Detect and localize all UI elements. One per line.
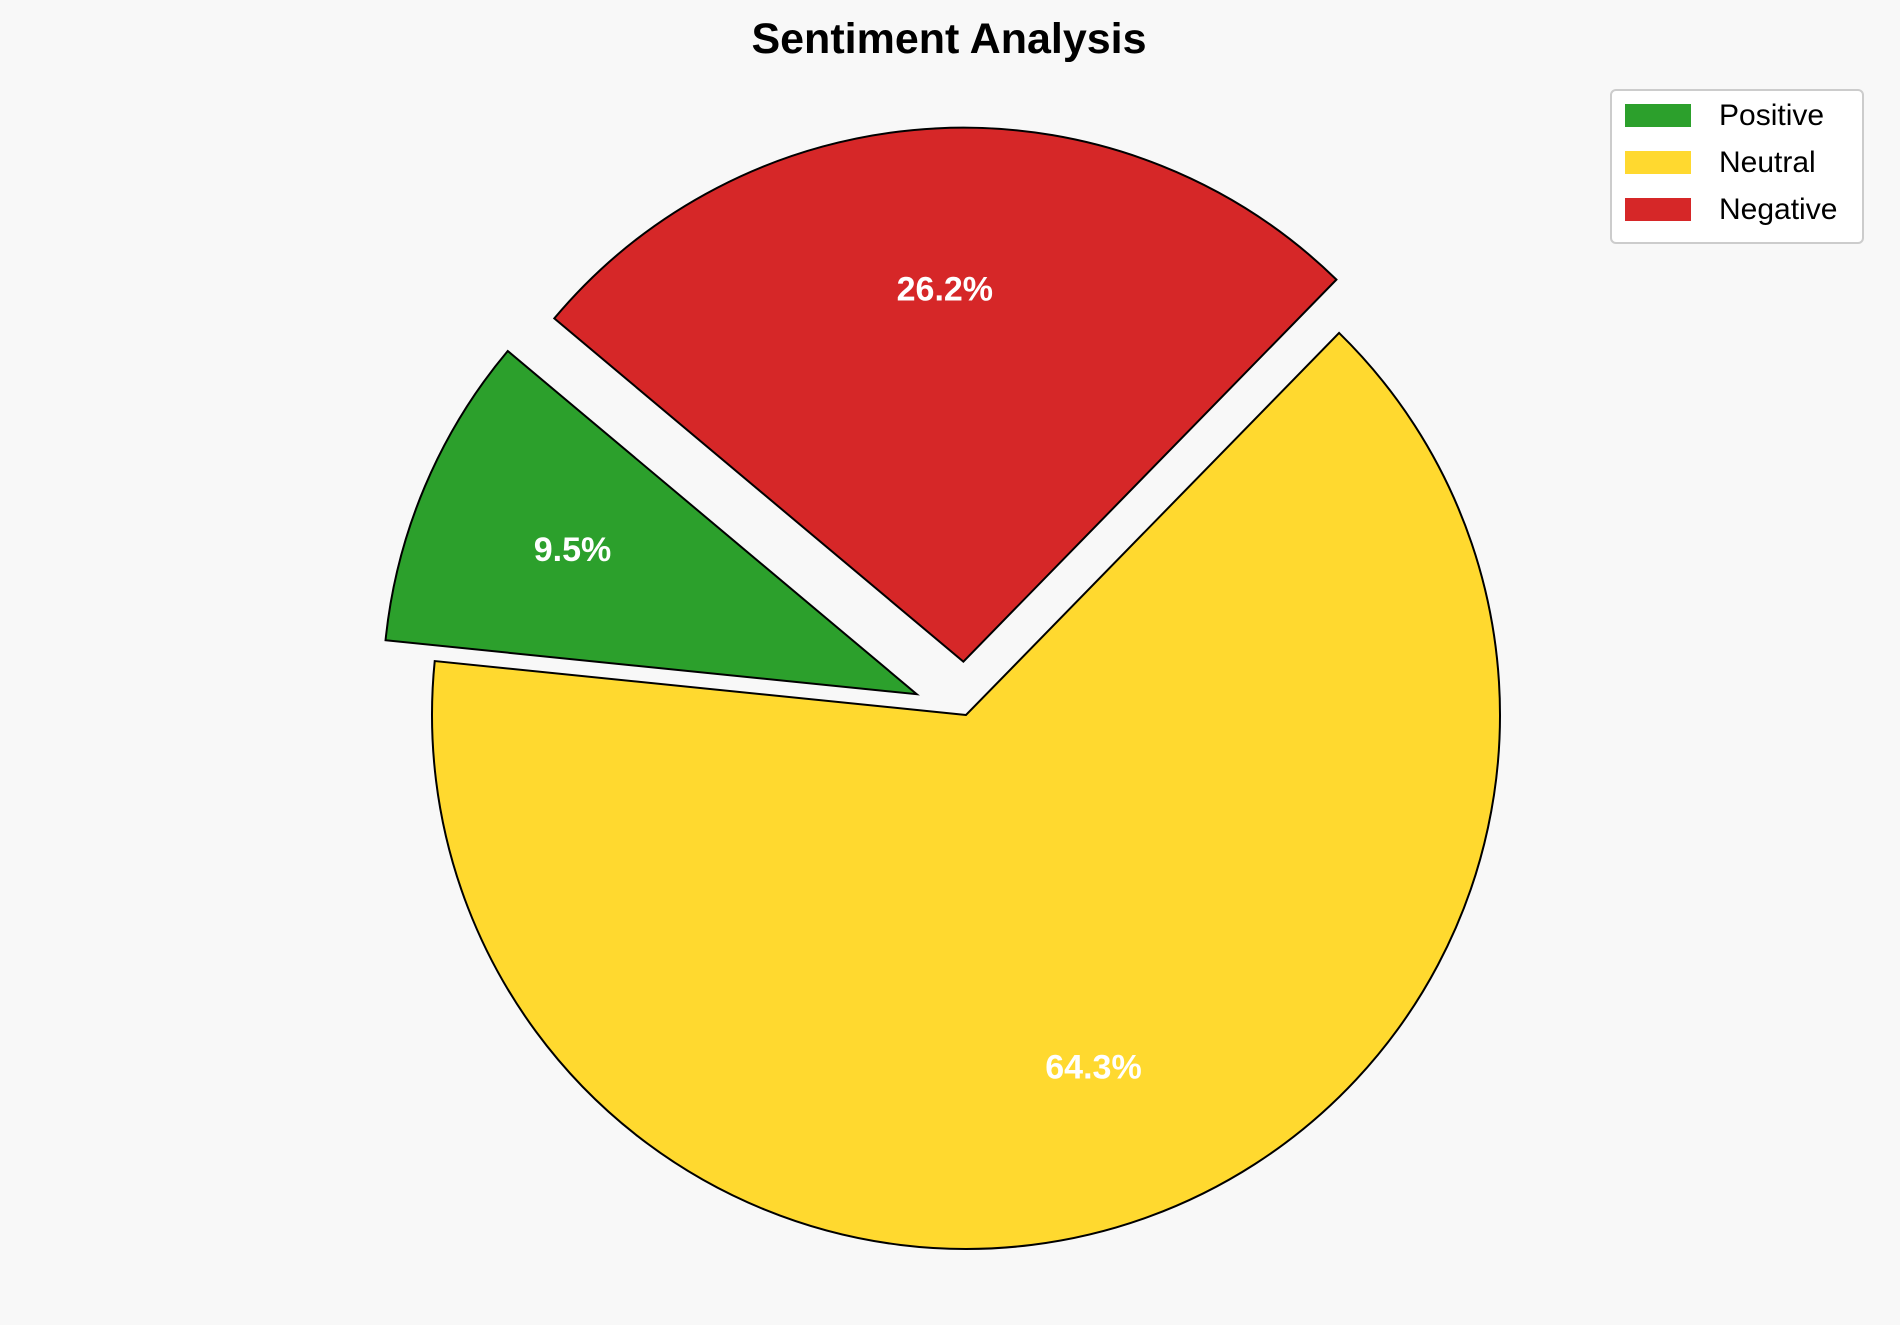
legend-label-positive: Positive: [1719, 99, 1824, 132]
legend: Positive Neutral Negative: [1610, 89, 1864, 244]
pct-label-negative: 26.2%: [897, 270, 993, 308]
legend-swatch-negative: [1625, 198, 1691, 221]
pie-slice-neutral: [431, 331, 1501, 1250]
pct-label-positive: 9.5%: [534, 531, 612, 569]
pct-label-neutral: 64.3%: [1045, 1048, 1141, 1086]
legend-swatch-positive: [1625, 104, 1691, 127]
chart-title: Sentiment Analysis: [751, 15, 1146, 63]
pie-slice-positive: [384, 349, 920, 696]
legend-label-neutral: Neutral: [1719, 146, 1816, 179]
legend-label-negative: Negative: [1719, 193, 1837, 226]
pie-slice-negative: [552, 126, 1338, 664]
legend-swatch-neutral: [1625, 151, 1691, 174]
